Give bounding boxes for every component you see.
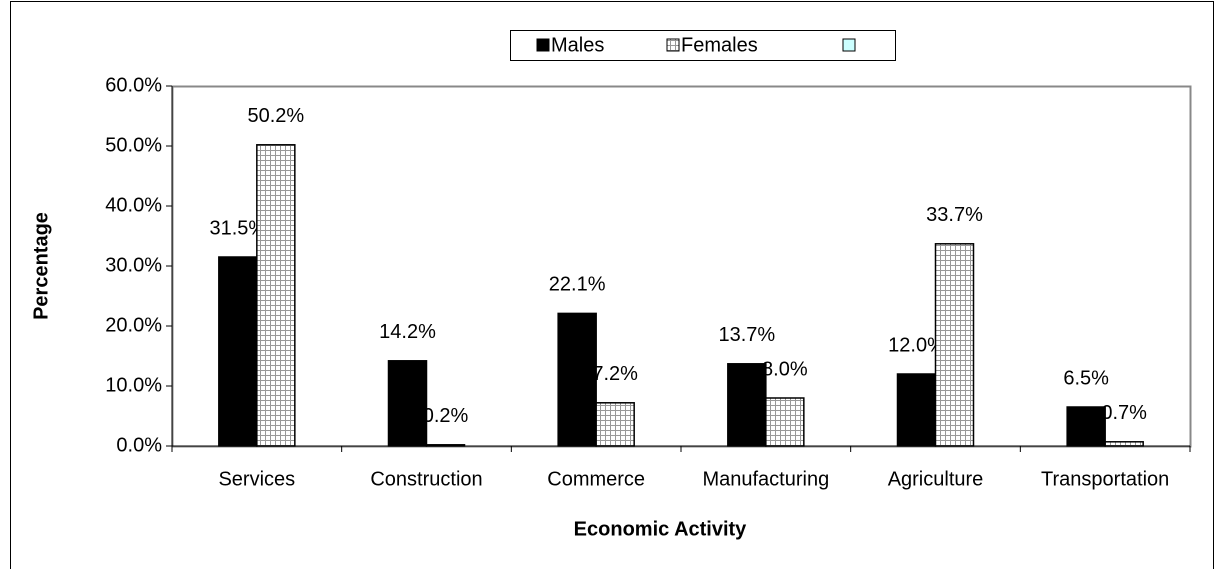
legend-swatch: [536, 38, 550, 52]
bar: [1104, 441, 1144, 447]
value-label: 14.2%: [379, 321, 436, 343]
bar: [256, 144, 296, 447]
value-label: 0.2%: [423, 405, 469, 427]
value-label: 22.1%: [549, 274, 606, 296]
y-tick-label: 20.0%: [105, 314, 162, 336]
legend-swatch: [842, 38, 856, 52]
value-label: 50.2%: [247, 105, 304, 127]
x-tick-label: Transportation: [1041, 468, 1169, 490]
bar: [765, 397, 805, 447]
legend-swatch: [666, 38, 680, 52]
x-tick-label: Manufacturing: [702, 468, 829, 490]
value-label: 7.2%: [592, 363, 638, 385]
chart-frame: [10, 1, 1214, 569]
bar: [896, 373, 937, 447]
x-tick-label: Construction: [370, 468, 482, 490]
y-tick-label: 50.0%: [105, 134, 162, 156]
x-tick-label: Commerce: [547, 468, 645, 490]
value-label: 0.7%: [1101, 402, 1147, 424]
value-label: 33.7%: [926, 204, 983, 226]
bar: [1066, 406, 1106, 447]
bar: [727, 363, 767, 447]
legend-label: Females: [681, 34, 758, 56]
bar: [387, 360, 428, 447]
y-tick-label: 60.0%: [105, 74, 162, 96]
value-label: 8.0%: [762, 358, 808, 380]
plot-area: [171, 85, 1192, 448]
value-label: 12.0%: [888, 334, 945, 356]
y-tick-label: 10.0%: [105, 374, 162, 396]
y-axis-title: Percentage: [30, 212, 52, 320]
y-tick-label: 40.0%: [105, 194, 162, 216]
x-tick-label: Agriculture: [888, 468, 984, 490]
x-tick-label: Services: [218, 468, 295, 490]
value-label: 6.5%: [1063, 367, 1109, 389]
bar: [425, 444, 466, 447]
y-tick-label: 30.0%: [105, 254, 162, 276]
y-tick-label: 0.0%: [116, 434, 162, 456]
legend-label: Males: [551, 34, 604, 56]
bar: [557, 312, 597, 447]
value-label: 31.5%: [209, 217, 266, 239]
x-axis-title: Economic Activity: [574, 518, 748, 540]
bar: [934, 243, 975, 447]
bar: [218, 256, 258, 447]
value-label: 13.7%: [718, 324, 775, 346]
bar: [595, 402, 635, 447]
legend-box: [510, 30, 896, 61]
